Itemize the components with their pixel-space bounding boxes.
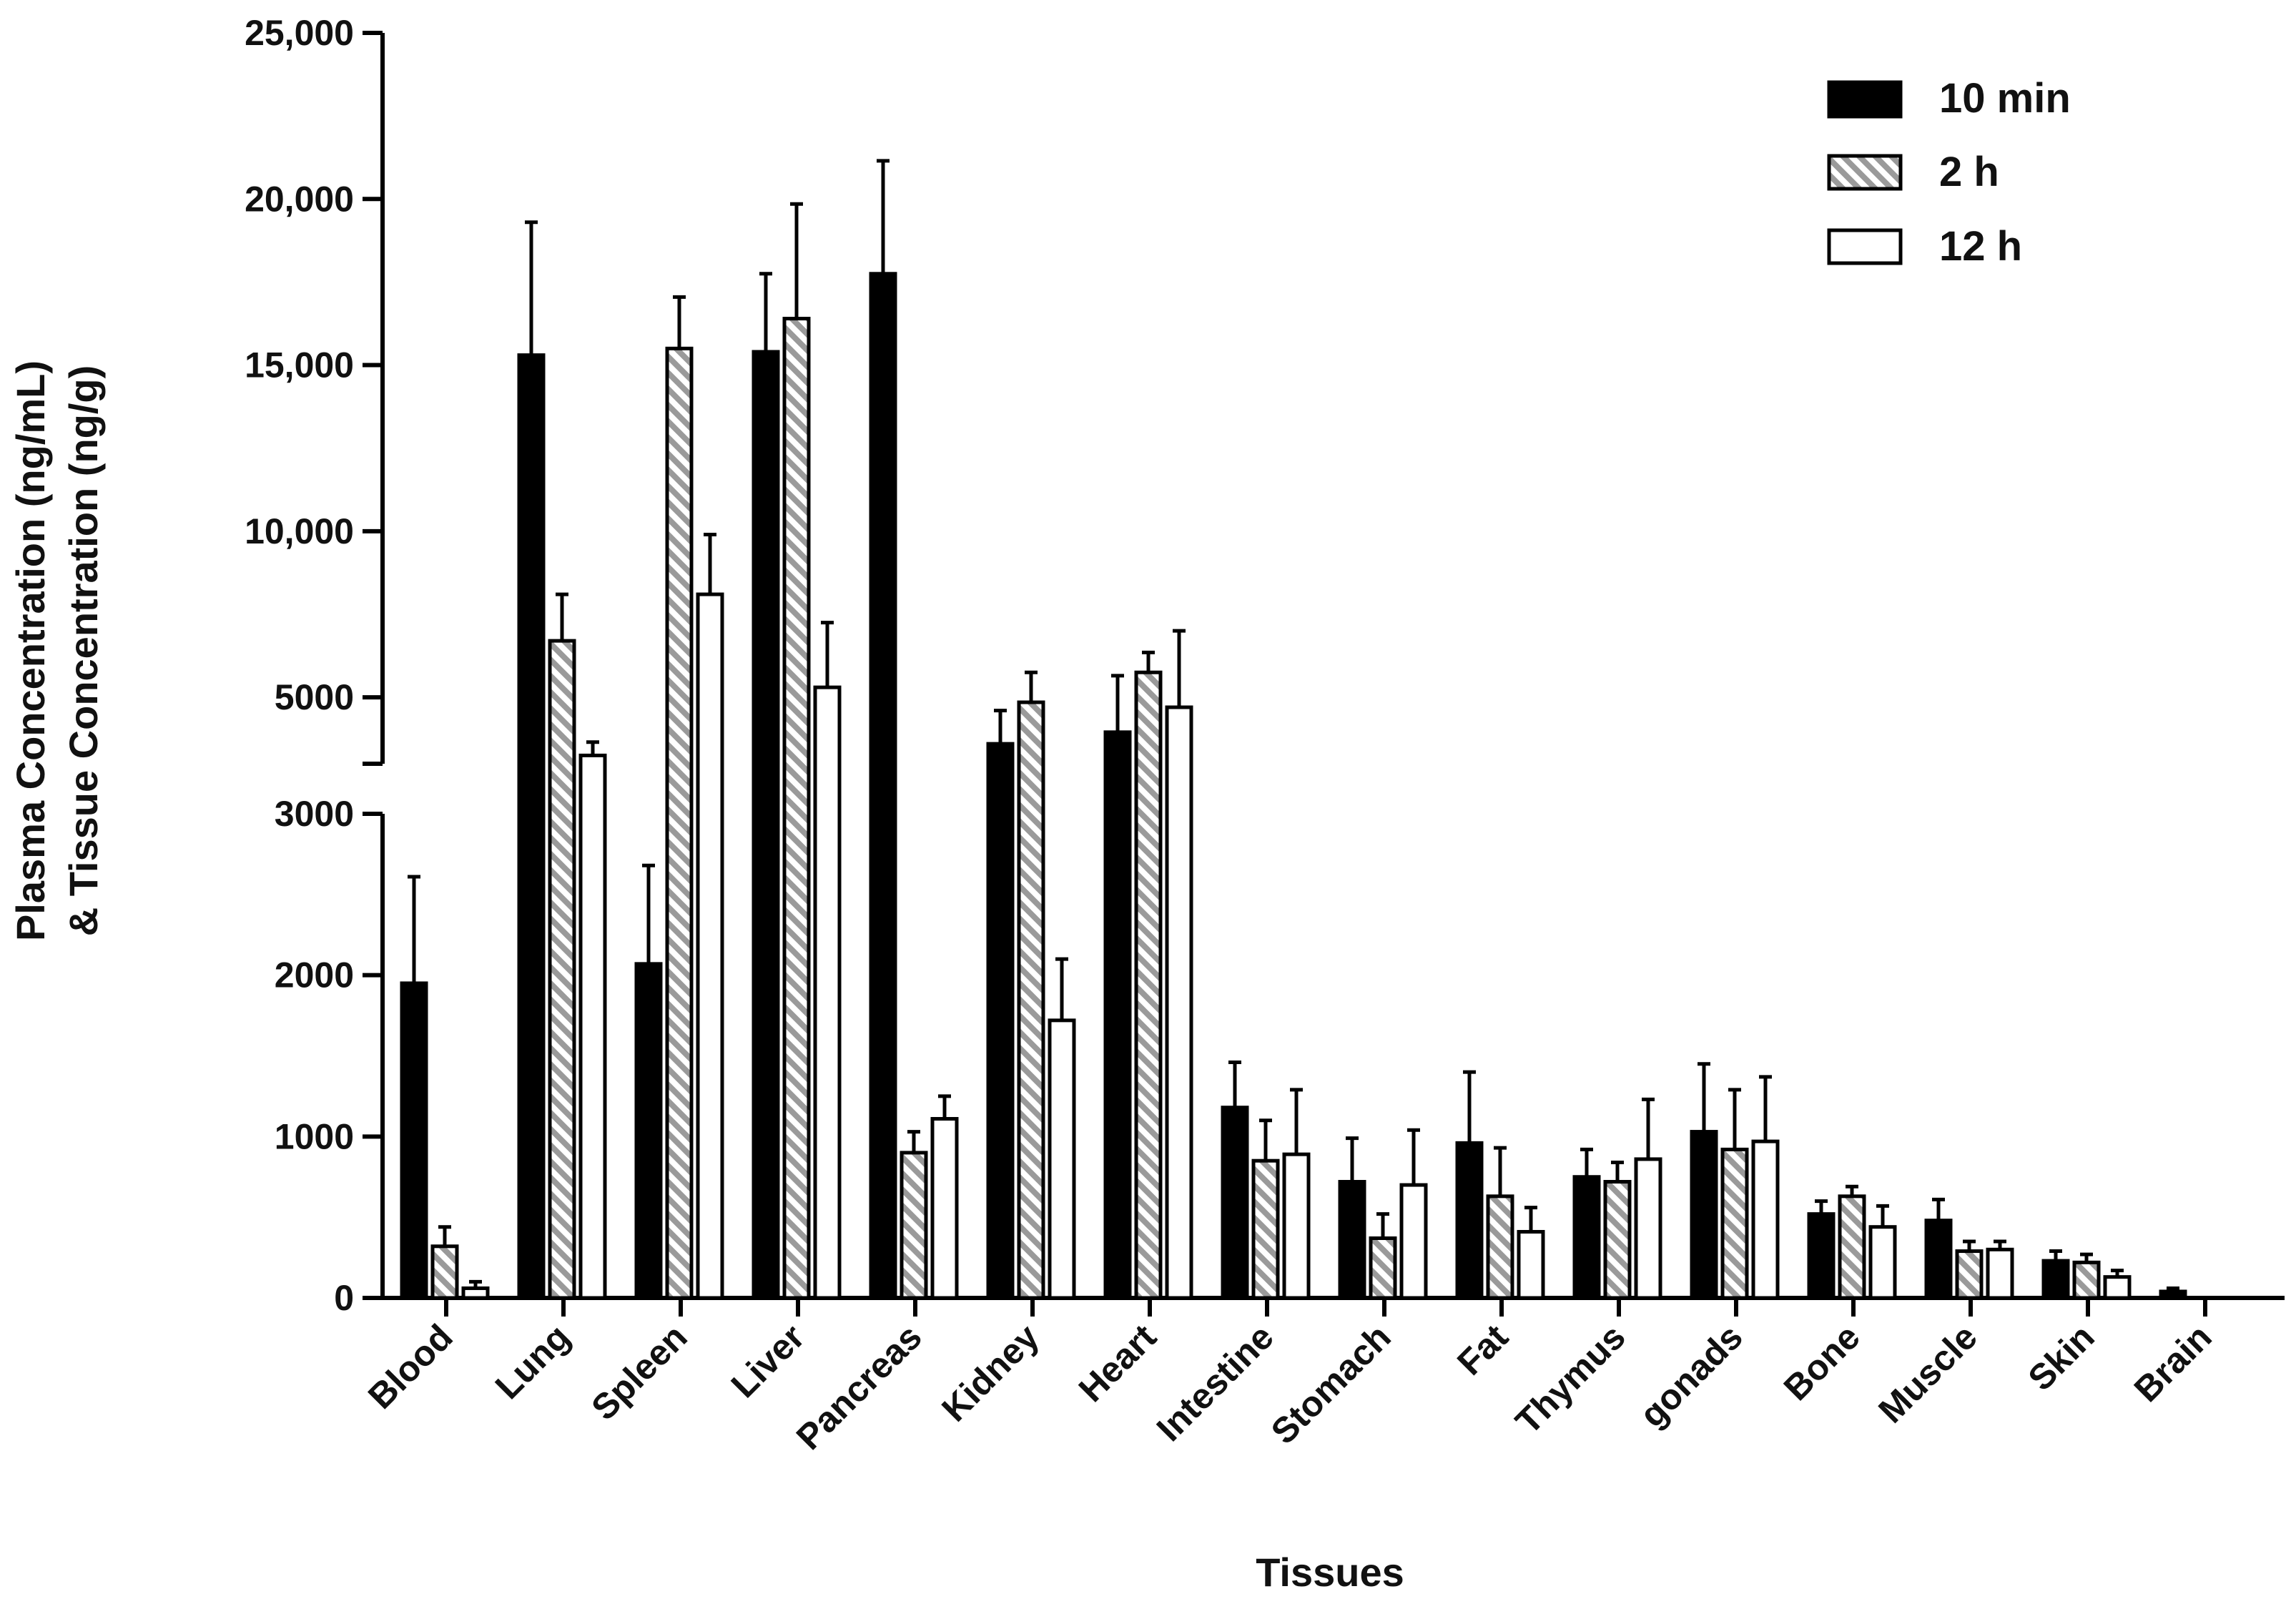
bar [1221,1106,1249,1300]
bar [1282,1152,1311,1300]
bar [1720,1147,1749,1300]
bar [634,962,663,1300]
x-category-label: Bone [1776,1317,1868,1408]
legend-label-2h: 2 h [1939,149,1999,195]
bar [813,685,842,1300]
bar [1955,1249,1984,1300]
bar [1486,1194,1514,1300]
bar [1572,1175,1601,1300]
x-category-label: Liver [724,1317,812,1405]
bar [1017,700,1045,1300]
x-category-label: Thymus [1508,1317,1633,1442]
y-tick-label: 5000 [275,677,354,717]
x-category-label: Heart [1071,1317,1164,1409]
tick-labels-group: 0 1000 2000 3000 5000 10,000 15,000 20,000 25,00… [245,13,354,1318]
y-tick-label: 2000 [275,955,354,995]
y-tick-label: 3000 [275,794,354,834]
legend: 10 min 2 h 12 h [1827,75,2071,270]
x-category-label: Stomach [1263,1317,1399,1452]
y-axis-title-line2: & Tissue Concentration (ng/g) [61,365,106,937]
bar [1369,1236,1397,1300]
bar [986,742,1015,1300]
bar [400,981,428,1300]
y-tick-label: 1000 [275,1116,354,1156]
legend-swatch-10min [1827,80,1903,119]
bar [517,353,546,1300]
y-axis-title-line1: Plasma Concentration (ng/mL) [8,360,53,941]
bar [578,753,607,1300]
bar [1986,1247,2014,1300]
bar [1634,1157,1662,1300]
legend-swatch-12h [1827,228,1903,265]
bar [930,1117,959,1300]
y-tick-label: 0 [334,1278,354,1318]
y-tick-label: 15,000 [245,345,354,385]
y-tick-label: 20,000 [245,179,354,219]
bar [461,1286,490,1300]
bar [430,1244,459,1300]
x-category-label: Kidney [934,1317,1047,1430]
bar [1399,1183,1428,1300]
bar [869,272,897,1300]
bar [2041,1259,2070,1300]
x-category-label: Lung [488,1317,578,1407]
bars-group [400,272,2187,1300]
bar [752,350,780,1300]
legend-swatch-2h [1827,154,1903,191]
bar [1924,1219,1953,1300]
x-category-label: Brain [2127,1317,2219,1409]
bar [1338,1180,1366,1300]
bar [665,346,694,1300]
bar [1134,670,1163,1300]
y-tick-label: 25,000 [245,13,354,53]
bar [1103,730,1132,1300]
bar [1517,1229,1545,1300]
x-category-label: Skin [2021,1317,2102,1398]
x-category-label: gonads [1632,1317,1750,1435]
bar [2159,1289,2187,1300]
x-category-label: Muscle [1871,1317,1984,1430]
bar [2072,1260,2101,1300]
bar [900,1151,928,1300]
bar [782,317,811,1300]
x-category-label: Fat [1449,1317,1516,1383]
bar [548,639,576,1300]
bar [1455,1141,1484,1300]
bar [1603,1180,1632,1300]
x-category-label: Blood [360,1317,460,1417]
legend-label-12h: 12 h [1939,223,2022,270]
bar [1807,1212,1836,1300]
bar [1838,1194,1866,1300]
error-bars-group [408,159,2179,1291]
bar [1048,1018,1076,1300]
x-category-label: Pancreas [789,1317,930,1457]
bar [1165,705,1193,1300]
x-axis-title: Tissues [1256,1550,1404,1595]
legend-label-10min: 10 min [1939,75,2071,122]
bar [1868,1225,1897,1300]
bar [1690,1130,1718,1300]
y-tick-label: 10,000 [245,511,354,551]
bar [696,592,724,1300]
bar [1251,1158,1280,1300]
x-category-label: Intestine [1149,1317,1281,1449]
bar [1751,1139,1780,1300]
x-category-label: Spleen [583,1317,695,1428]
bar [2103,1275,2132,1300]
